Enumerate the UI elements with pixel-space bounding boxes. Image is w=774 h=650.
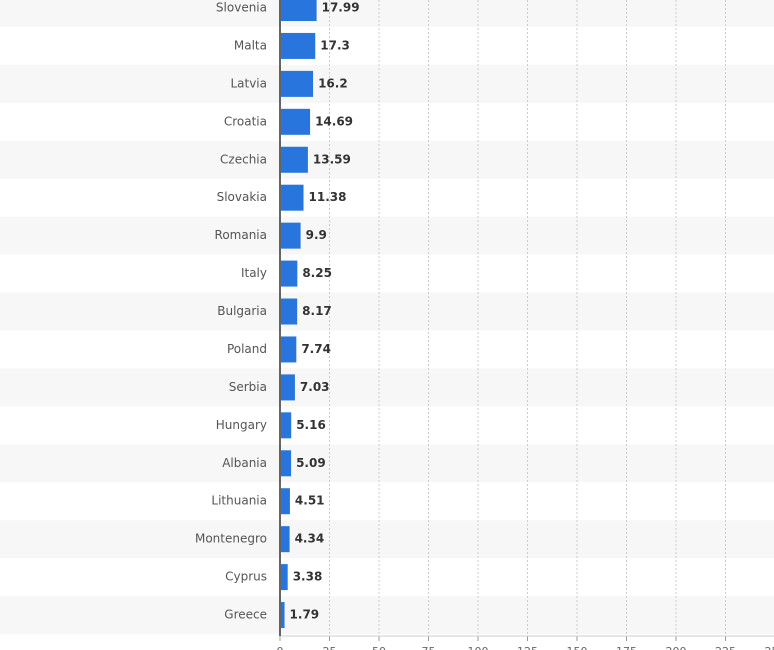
value-label: 7.03 xyxy=(300,380,330,394)
y-tick-label: Romania xyxy=(215,228,267,242)
value-label: 4.34 xyxy=(295,532,325,546)
value-label: 8.25 xyxy=(302,266,332,280)
y-tick-label: Czechia xyxy=(220,152,267,166)
x-tick-label: 175 xyxy=(616,645,637,650)
y-tick-label: Serbia xyxy=(229,380,267,394)
y-tick-label: Hungary xyxy=(216,418,267,432)
bar xyxy=(281,450,292,477)
bar xyxy=(281,0,317,21)
bar xyxy=(281,108,311,135)
y-tick-label: Montenegro xyxy=(195,532,267,546)
value-label: 3.38 xyxy=(293,570,323,584)
bar xyxy=(281,222,301,249)
value-label: 16.2 xyxy=(318,76,348,90)
bar xyxy=(281,526,290,553)
value-label: 11.38 xyxy=(309,190,347,204)
y-tick-label: Slovenia xyxy=(216,1,267,15)
bar xyxy=(281,602,285,629)
value-label: 4.51 xyxy=(295,494,325,508)
bar xyxy=(281,412,292,439)
value-label: 17.99 xyxy=(322,1,360,15)
value-label: 14.69 xyxy=(315,114,353,128)
row-band xyxy=(0,292,774,331)
y-tick-label: Lithuania xyxy=(211,494,267,508)
y-tick-label: Latvia xyxy=(230,76,267,90)
value-label: 8.17 xyxy=(302,304,332,318)
x-tick-label: 50 xyxy=(372,645,386,650)
value-label: 17.3 xyxy=(320,38,350,52)
row-band xyxy=(0,0,774,27)
y-tick-label: Cyprus xyxy=(225,570,267,584)
y-tick-label: Slovakia xyxy=(217,190,267,204)
row-band xyxy=(0,216,774,255)
bar xyxy=(281,70,314,97)
x-tick-label: 100 xyxy=(468,645,489,650)
row-band xyxy=(0,64,774,103)
y-tick-label: Albania xyxy=(222,456,267,470)
bar xyxy=(281,336,297,363)
row-band xyxy=(0,520,774,559)
row-band xyxy=(0,140,774,179)
value-label: 5.16 xyxy=(296,418,326,432)
x-tick-label: 75 xyxy=(422,645,436,650)
bar xyxy=(281,146,308,173)
y-tick-label: Italy xyxy=(241,266,267,280)
bar xyxy=(281,564,288,591)
value-label: 5.09 xyxy=(296,456,326,470)
x-tick-label: 25 xyxy=(323,645,337,650)
y-tick-label: Greece xyxy=(224,608,267,622)
x-tick-label: 250 xyxy=(765,645,774,650)
y-tick-label: Poland xyxy=(227,342,267,356)
bar xyxy=(281,374,295,401)
row-band xyxy=(0,368,774,407)
value-label: 13.59 xyxy=(313,152,351,166)
x-tick-label: 225 xyxy=(715,645,736,650)
x-tick-label: 200 xyxy=(666,645,687,650)
bar xyxy=(281,260,298,287)
bar xyxy=(281,184,304,211)
bar xyxy=(281,488,290,515)
value-label: 9.9 xyxy=(306,228,327,242)
bar xyxy=(281,32,316,59)
bar xyxy=(281,298,298,325)
value-label: 1.79 xyxy=(290,608,320,622)
row-band xyxy=(0,444,774,483)
value-label: 7.74 xyxy=(301,342,331,356)
y-tick-label: Bulgaria xyxy=(217,304,267,318)
row-band xyxy=(0,596,774,635)
y-tick-label: Croatia xyxy=(224,114,267,128)
x-tick-label: 0 xyxy=(277,645,284,650)
x-tick-label: 125 xyxy=(517,645,538,650)
y-tick-label: Malta xyxy=(234,38,267,52)
x-tick-label: 150 xyxy=(567,645,588,650)
